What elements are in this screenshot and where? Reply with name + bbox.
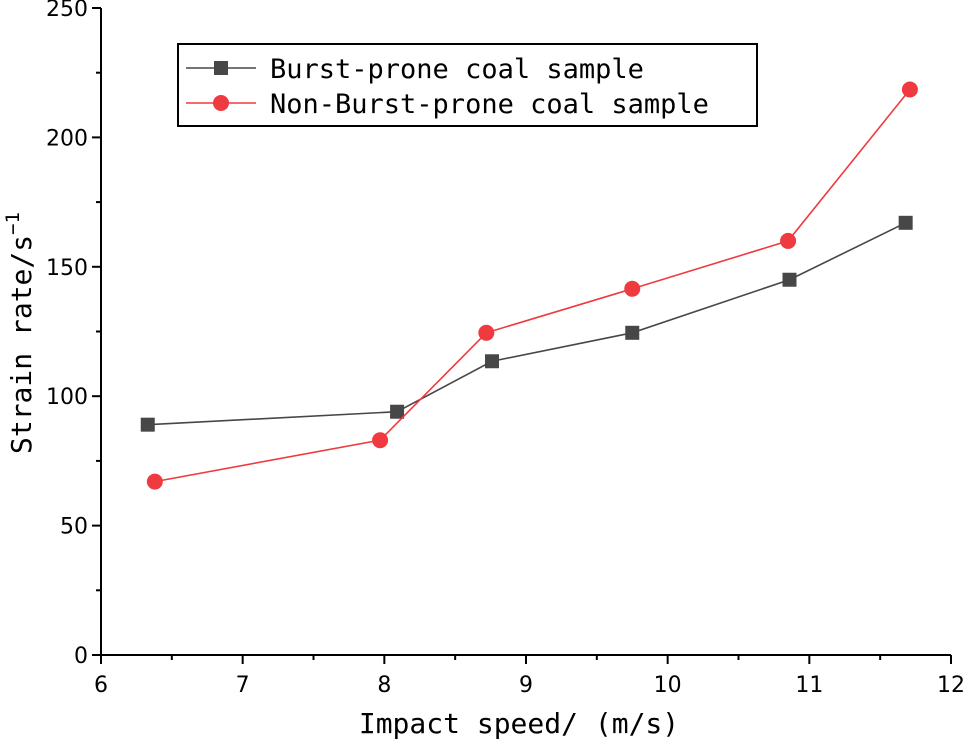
y-tick-label: 50 bbox=[60, 515, 88, 540]
legend-label: Non-Burst-prone coal sample bbox=[270, 89, 709, 120]
y-tick-label: 200 bbox=[46, 126, 88, 151]
x-tick-label: 9 bbox=[519, 673, 533, 698]
x-tick-label: 6 bbox=[94, 673, 108, 698]
series-2 bbox=[146, 81, 918, 490]
data-point bbox=[898, 215, 913, 230]
data-point bbox=[140, 417, 155, 432]
data-point bbox=[390, 404, 405, 419]
data-point bbox=[901, 81, 918, 98]
x-tick-label: 7 bbox=[236, 673, 250, 698]
y-axis-title-base: Strain rate/s bbox=[5, 235, 38, 454]
x-tick-label: 8 bbox=[377, 673, 391, 698]
series-line bbox=[154, 89, 911, 483]
legend-item-2: Non-Burst-prone coal sample bbox=[186, 89, 709, 120]
data-point bbox=[780, 232, 797, 249]
legend-item-1: Burst-prone coal sample bbox=[186, 54, 644, 85]
series-line bbox=[147, 222, 907, 426]
data-point bbox=[624, 280, 641, 297]
y-tick-label: 250 bbox=[46, 0, 88, 22]
y-axis-title: Strain rate/s−1 bbox=[2, 212, 38, 454]
x-axis-title: Impact speed/ (m/s) bbox=[359, 707, 679, 740]
data-point bbox=[485, 354, 499, 369]
x-tick-label: 10 bbox=[654, 673, 682, 698]
y-tick-label: 100 bbox=[46, 385, 88, 410]
data-point bbox=[478, 324, 495, 341]
data-point bbox=[146, 473, 163, 490]
legend-marker bbox=[213, 95, 229, 111]
legend-marker bbox=[214, 61, 228, 75]
y-axis-title-exponent: −1 bbox=[2, 212, 24, 235]
legend: Burst-prone coal sample Non-Burst-prone c… bbox=[177, 43, 758, 127]
series-layer bbox=[140, 81, 918, 490]
data-point bbox=[625, 325, 640, 340]
x-tick-label: 11 bbox=[795, 673, 823, 698]
data-point bbox=[372, 432, 389, 449]
x-tick-label: 12 bbox=[937, 673, 963, 698]
data-point bbox=[782, 272, 797, 287]
legend-box bbox=[177, 43, 758, 127]
y-tick-label: 150 bbox=[46, 256, 88, 281]
legend-label: Burst-prone coal sample bbox=[270, 54, 644, 85]
y-tick-label: 0 bbox=[74, 644, 88, 669]
axes: 6 7 8 9 10 11 12 0 50 100 150 200 250 bbox=[46, 0, 963, 698]
series-1 bbox=[140, 215, 913, 432]
